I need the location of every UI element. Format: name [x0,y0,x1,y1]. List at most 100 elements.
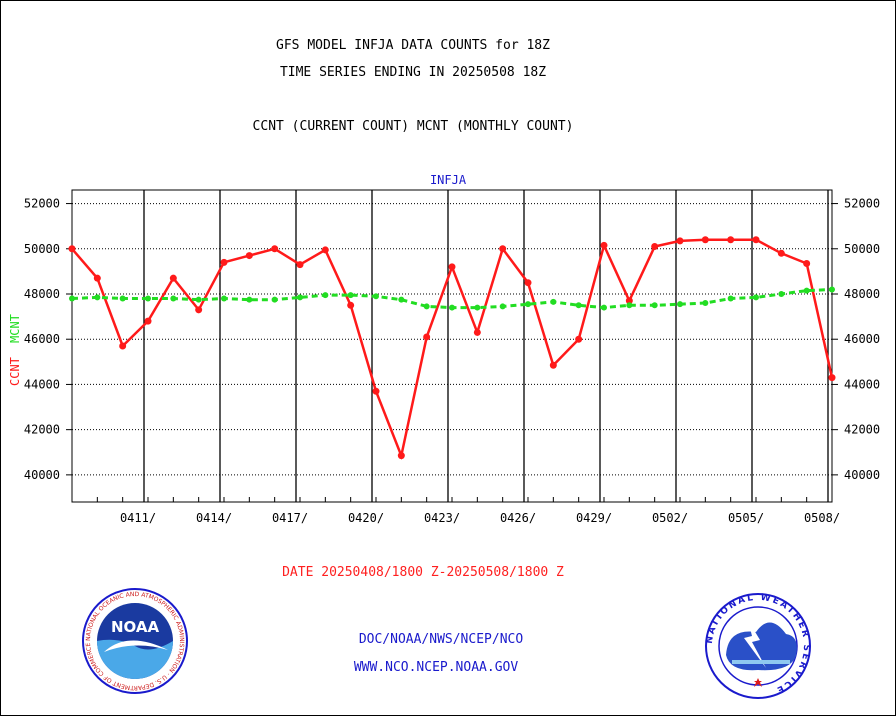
data-point-ccnt [144,317,152,325]
x-tick-label: 0505/ [728,511,764,525]
data-point-mcnt [398,296,405,303]
y-axis-label-ccnt: CCNT [8,357,22,386]
data-point-ccnt [271,245,279,253]
data-point-ccnt [524,279,532,287]
data-point-ccnt [651,243,659,251]
axis-layer [66,189,838,503]
x-tick-label: 0429/ [576,511,612,525]
y-axis-label-mcnt: MCNT [8,314,22,343]
data-point-ccnt [676,237,684,245]
noaa-logo: NOAA NATIONAL OCEANIC AND ATMOSPHERIC AD… [82,588,188,694]
data-point-mcnt [347,292,354,299]
data-point-ccnt [600,241,608,249]
data-point-ccnt [119,342,127,350]
x-tick-label: 0420/ [348,511,384,525]
y-tick-label-right: 46000 [844,332,880,346]
data-point-mcnt [297,294,303,301]
data-point-mcnt [803,287,810,294]
data-point-ccnt [220,258,228,266]
plot-frame [71,189,833,503]
data-point-ccnt [347,301,355,309]
data-point-mcnt [373,293,379,300]
chart-subtitle: CCNT (CURRENT COUNT) MCNT (MONTHLY COUNT… [252,119,574,134]
data-point-ccnt [195,306,203,314]
x-tick-label: 0502/ [652,511,688,525]
grid-layer [72,190,832,502]
data-point-mcnt [525,301,531,308]
data-point-ccnt [752,236,760,244]
data-point-ccnt [372,387,380,395]
data-point-mcnt [677,301,683,308]
data-point-mcnt [474,304,481,311]
agency-text: DOC/NOAA/NWS/NCEP/NCO [358,632,524,647]
chart-title-line1: GFS MODEL INFJA DATA COUNTS for 18Z [276,38,550,53]
x-tick-label: 0411/ [120,511,156,525]
label-layer: 40000 40000 42000 42000 44000 44000 46000 46000… [24,197,880,525]
data-point-ccnt [549,361,557,369]
data-point-mcnt [69,295,75,302]
y-tick-label-right: 48000 [844,287,880,301]
data-point-ccnt [448,263,456,271]
data-point-ccnt [473,328,481,336]
date-range-label: DATE 20250408/1800 Z-20250508/1800 Z [282,565,564,580]
data-point-mcnt [601,304,607,311]
x-tick-label: 0508/ [804,511,840,525]
data-point-ccnt [575,335,583,343]
data-point-mcnt [119,295,126,302]
data-point-ccnt [499,245,507,253]
y-tick-label-left: 46000 [24,332,60,346]
y-tick-label-right: 40000 [844,468,880,482]
data-point-mcnt [221,295,227,302]
data-point-ccnt [397,452,405,460]
y-tick-label-right: 50000 [844,242,880,256]
data-point-ccnt [701,236,709,244]
data-point-mcnt [651,302,658,309]
data-point-mcnt [423,303,430,310]
data-point-ccnt [68,245,76,253]
x-tick-label: 0423/ [424,511,460,525]
data-point-mcnt [626,302,633,309]
data-point-ccnt [93,274,101,282]
noaa-logo-text: NOAA [111,618,160,636]
data-point-mcnt [94,294,101,301]
data-point-ccnt [828,374,836,382]
data-point-mcnt [727,295,734,302]
y-tick-label-left: 42000 [24,423,60,437]
data-point-ccnt [727,236,735,244]
y-tick-label-right: 52000 [844,197,880,211]
data-point-mcnt [753,294,759,301]
data-point-ccnt [321,246,329,254]
data-point-ccnt [169,274,177,282]
y-tick-label-right: 44000 [844,377,880,391]
data-point-mcnt [829,286,835,293]
data-point-mcnt [499,303,506,310]
series-line-ccnt [71,238,834,461]
y-tick-label-right: 42000 [844,423,880,437]
data-point-ccnt [245,252,253,260]
data-point-ccnt [296,261,304,269]
data-point-mcnt [246,296,253,303]
data-point-mcnt [702,300,709,307]
y-tick-label-left: 50000 [24,242,60,256]
website-text: WWW.NCO.NCEP.NOAA.GOV [353,660,519,675]
y-tick-label-left: 40000 [24,468,60,482]
panel-label: INFJA [429,173,467,187]
x-tick-label: 0426/ [500,511,536,525]
data-point-mcnt [449,304,455,311]
data-point-mcnt [575,302,582,309]
data-point-mcnt [550,298,557,305]
series-layer [68,236,836,461]
data-point-mcnt [322,292,329,299]
chart-title-line2: TIME SERIES ENDING IN 20250508 18Z [279,65,547,80]
y-tick-label-left: 52000 [24,197,60,211]
data-point-mcnt [778,291,785,297]
data-point-ccnt [423,333,431,341]
y-tick-label-left: 48000 [24,287,60,301]
data-point-ccnt [777,249,785,257]
data-point-mcnt [195,296,202,303]
y-tick-label-left: 44000 [24,377,60,391]
x-tick-label: 0414/ [196,511,232,525]
data-point-ccnt [625,297,633,305]
data-point-mcnt [170,295,177,302]
